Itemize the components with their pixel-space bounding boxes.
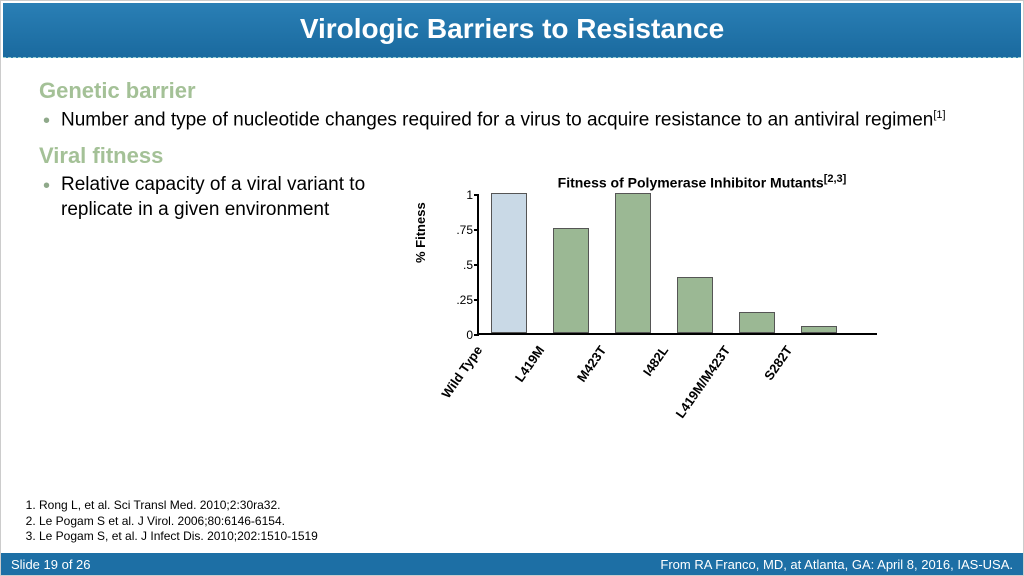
chart-xlabel: L419M/M423T: [669, 343, 733, 425]
chart-title-ref: [2,3]: [824, 173, 847, 185]
chart-ytick: .5: [443, 258, 473, 272]
section1-bullet: Number and type of nucleotide changes re…: [39, 108, 985, 133]
chart-ytick: 1: [443, 188, 473, 202]
chart-xlabel: L419M: [483, 343, 547, 425]
reference-item: Rong L, et al. Sci Transl Med. 2010;2:30…: [39, 498, 318, 514]
chart-ylabel: % Fitness: [413, 202, 428, 263]
chart-title-text: Fitness of Polymerase Inhibitor Mutants: [558, 175, 824, 191]
references: Rong L, et al. Sci Transl Med. 2010;2:30…: [17, 498, 318, 545]
chart-xlabel: M423T: [545, 343, 609, 425]
section2-heading: Viral fitness: [39, 143, 985, 169]
slide-body: Genetic barrier Number and type of nucle…: [1, 60, 1023, 403]
reference-item: Le Pogam S et al. J Virol. 2006;80:6146-…: [39, 514, 318, 530]
slide-number: Slide 19 of 26: [11, 557, 91, 572]
chart-bar: [553, 228, 589, 333]
section1-heading: Genetic barrier: [39, 78, 985, 104]
chart-xlabel: I482L: [607, 343, 671, 425]
chart-ytick: .25: [443, 293, 473, 307]
chart-ytick: .75: [443, 223, 473, 237]
section1-bullet-ref: [1]: [933, 109, 945, 121]
chart-ytick: 0: [443, 328, 473, 342]
slide-title: Virologic Barriers to Resistance: [3, 3, 1021, 58]
chart-title: Fitness of Polymerase Inhibitor Mutants[…: [419, 173, 985, 191]
chart-xlabel: Wild Type: [421, 343, 485, 425]
reference-item: Le Pogam S, et al. J Infect Dis. 2010;20…: [39, 529, 318, 545]
chart-plot-area: 0.25.5.751: [477, 195, 877, 335]
chart-bar: [739, 312, 775, 333]
fitness-chart: Fitness of Polymerase Inhibitor Mutants[…: [419, 173, 985, 403]
footer-bar: Slide 19 of 26 From RA Franco, MD, at At…: [1, 553, 1023, 575]
chart-bar: [801, 326, 837, 333]
chart-xlabel: S282T: [731, 343, 795, 425]
chart-bar: [491, 193, 527, 333]
chart-bar: [677, 277, 713, 333]
section2-bullet: Relative capacity of a viral variant to …: [39, 173, 379, 222]
footer-attribution: From RA Franco, MD, at Atlanta, GA: Apri…: [660, 557, 1013, 572]
section2-bullet-text: Relative capacity of a viral variant to …: [61, 174, 365, 220]
chart-bar: [615, 193, 651, 333]
section1-bullet-text: Number and type of nucleotide changes re…: [61, 109, 933, 130]
